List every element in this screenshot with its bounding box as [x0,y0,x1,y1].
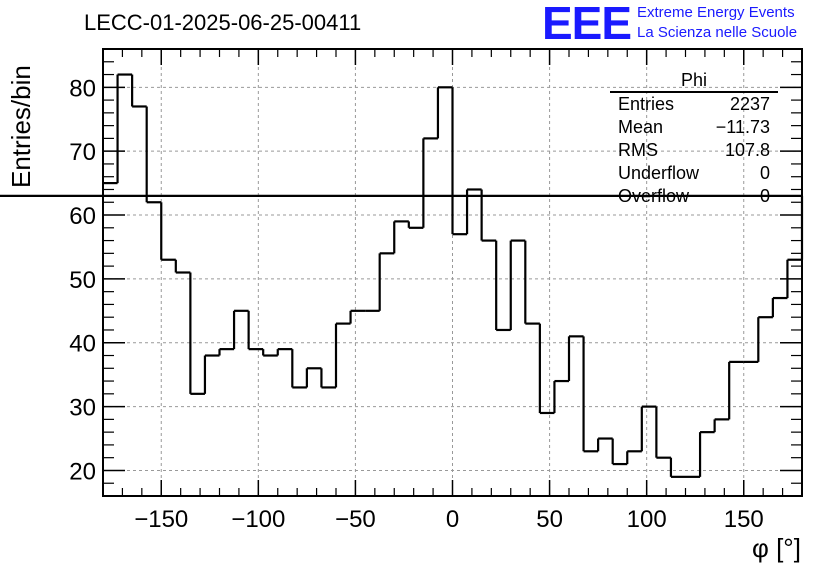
stats-value: −11.73 [715,117,770,137]
stats-value: 0 [759,163,770,183]
x-tick-label: −50 [335,506,376,533]
stats-value: 0 [759,186,770,206]
axis-ticks [102,49,803,496]
y-tick-label: 80 [69,75,96,102]
x-tick-label: 150 [724,506,764,533]
x-tick-label: 50 [536,506,563,533]
y-tick-label: 60 [69,203,96,230]
x-tick-label: −100 [231,506,285,533]
stats-label: Underflow [618,163,700,183]
x-tick-label: −150 [134,506,188,533]
stats-value: 107.8 [724,140,770,160]
x-axis-label: φ [°] [752,533,801,563]
histogram [0,73,804,478]
stats-row: RMS 107.8 [610,139,778,162]
stats-label: Overflow [618,186,690,206]
stats-row: Underflow 0 [610,162,778,185]
tick-labels: −150 −100 −50 0 50 100 150 20 30 40 50 60 70 80 [69,75,763,533]
plot-title: LECC-01-2025-06-25-00411 [84,10,362,35]
stats-row: Overflow 0 [610,185,778,208]
y-tick-label: 30 [69,395,96,422]
y-axis-label: Entries/bin [6,65,36,188]
y-tick-label: 20 [69,458,96,485]
stats-row: Mean −11.73 [610,116,778,139]
x-tick-label: 100 [627,506,667,533]
stats-label: Mean [618,117,664,137]
logo-text-line1: Extreme Energy Events [637,4,795,21]
stats-box: Phi Entries 2237 Mean −11.73 RMS 107.8 U… [610,70,778,208]
y-tick-label: 50 [69,267,96,294]
y-tick-label: 70 [69,139,96,166]
x-tick-label: 0 [446,506,459,533]
stats-label: RMS [618,140,658,160]
stats-box-title: Phi [610,70,778,93]
stats-label: Entries [618,94,675,114]
stats-row: Entries 2237 [610,93,778,116]
y-tick-label: 40 [69,331,96,358]
eee-logo: EEE [542,0,632,49]
stats-value: 2237 [729,94,770,114]
logo-text-line2: La Scienza nelle Scuole [637,24,798,41]
